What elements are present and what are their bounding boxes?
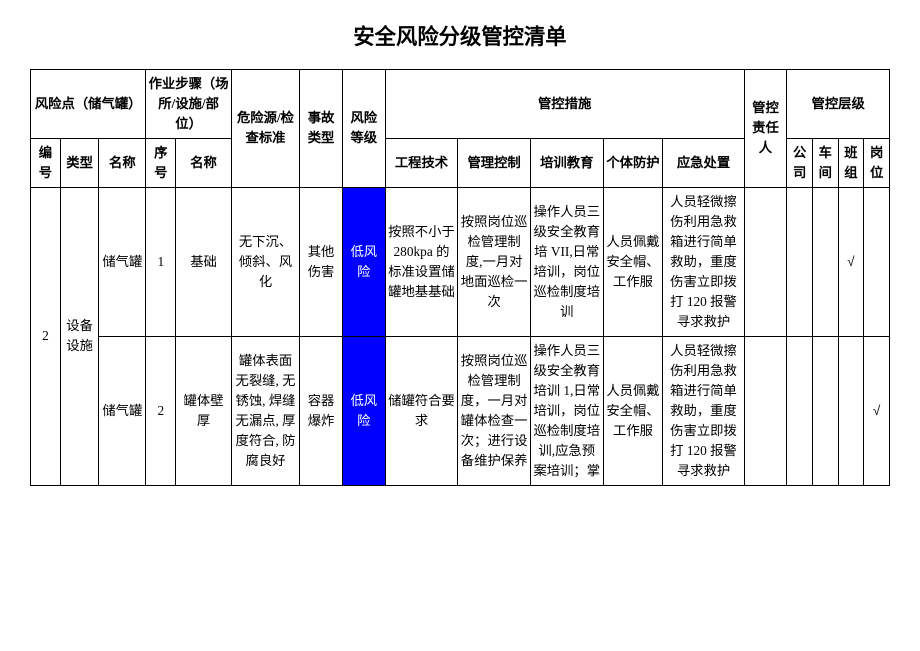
cell-name: 储气罐 <box>99 187 146 336</box>
col-cat: 类型 <box>60 138 98 187</box>
cell-team: √ <box>838 187 864 336</box>
col-control-level: 管控层级 <box>787 70 890 139</box>
cell-engineering: 储罐符合要求 <box>385 336 458 485</box>
col-control-measures: 管控措施 <box>385 70 744 139</box>
col-workshop: 车间 <box>812 138 838 187</box>
cell-post: √ <box>864 336 890 485</box>
col-responsible: 管控责任人 <box>744 70 787 188</box>
cell-risk-level: 低风险 <box>342 187 385 336</box>
table-row: 储气罐2罐体壁厚罐体表面无裂缝, 无锈蚀, 焊缝无漏点, 厚度符合, 防腐良好容… <box>31 336 890 485</box>
cell-responsible <box>744 187 787 336</box>
col-hazard-std: 危险源/检查标准 <box>231 70 299 188</box>
col-step-name: 名称 <box>176 138 232 187</box>
col-training: 培训教育 <box>530 138 603 187</box>
cell-risk-level: 低风险 <box>342 336 385 485</box>
cell-ppe: 人员佩戴安全帽、工作服 <box>603 187 663 336</box>
cell-step-name: 基础 <box>176 187 232 336</box>
cell-step-seq: 2 <box>146 336 176 485</box>
col-risk-level: 风险等级 <box>342 70 385 188</box>
cell-ppe: 人员佩戴安全帽、工作服 <box>603 336 663 485</box>
col-team: 班组 <box>838 138 864 187</box>
col-risk-point: 风险点（储气罐） <box>31 70 146 139</box>
cell-responsible <box>744 336 787 485</box>
col-seq: 编号 <box>31 138 61 187</box>
cell-management: 按照岗位巡检管理制度,一月对地面巡检一次 <box>458 187 531 336</box>
cell-hazard-std: 罐体表面无裂缝, 无锈蚀, 焊缝无漏点, 厚度符合, 防腐良好 <box>231 336 299 485</box>
cell-engineering: 按照不小于280kpa 的标准设置储罐地基基础 <box>385 187 458 336</box>
cell-accident-type: 容器爆炸 <box>300 336 343 485</box>
cell-seq: 2 <box>31 187 61 485</box>
cell-team <box>838 336 864 485</box>
cell-emergency: 人员轻微擦伤利用急救箱进行简单救助，重度伤害立即拨打 120 报警寻求救护 <box>663 187 744 336</box>
cell-training: 操作人员三级安全教育培训 1,日常培训，岗位巡检制度培训,应急预案培训；掌 <box>530 336 603 485</box>
cell-post <box>864 187 890 336</box>
col-ppe: 个体防护 <box>603 138 663 187</box>
cell-hazard-std: 无下沉、倾斜、风化 <box>231 187 299 336</box>
col-emergency: 应急处置 <box>663 138 744 187</box>
col-work-step: 作业步骤（场所/设施/部位） <box>146 70 231 139</box>
cell-company <box>787 336 813 485</box>
cell-company <box>787 187 813 336</box>
cell-emergency: 人员轻微擦伤利用急救箱进行简单救助，重度伤害立即拨打 120 报警寻求救护 <box>663 336 744 485</box>
cell-workshop <box>812 187 838 336</box>
header-row-1: 风险点（储气罐） 作业步骤（场所/设施/部位） 危险源/检查标准 事故类型 风险… <box>31 70 890 139</box>
cell-accident-type: 其他伤害 <box>300 187 343 336</box>
cell-step-name: 罐体壁厚 <box>176 336 232 485</box>
col-company: 公司 <box>787 138 813 187</box>
col-accident-type: 事故类型 <box>300 70 343 188</box>
cell-management: 按照岗位巡检管理制度，一月对罐体检查一次；进行设备维护保养 <box>458 336 531 485</box>
cell-category: 设备设施 <box>60 187 98 485</box>
risk-table: 风险点（储气罐） 作业步骤（场所/设施/部位） 危险源/检查标准 事故类型 风险… <box>30 69 890 486</box>
col-engineering: 工程技术 <box>385 138 458 187</box>
page-title: 安全风险分级管控清单 <box>30 20 890 51</box>
col-name: 名称 <box>99 138 146 187</box>
cell-step-seq: 1 <box>146 187 176 336</box>
cell-training: 操作人员三级安全教育培 VII,日常培训，岗位巡检制度培训 <box>530 187 603 336</box>
col-post: 岗位 <box>864 138 890 187</box>
cell-workshop <box>812 336 838 485</box>
col-management: 管理控制 <box>458 138 531 187</box>
cell-name: 储气罐 <box>99 336 146 485</box>
col-step-seq: 序号 <box>146 138 176 187</box>
table-row: 2设备设施储气罐1基础无下沉、倾斜、风化其他伤害低风险按照不小于280kpa 的… <box>31 187 890 336</box>
